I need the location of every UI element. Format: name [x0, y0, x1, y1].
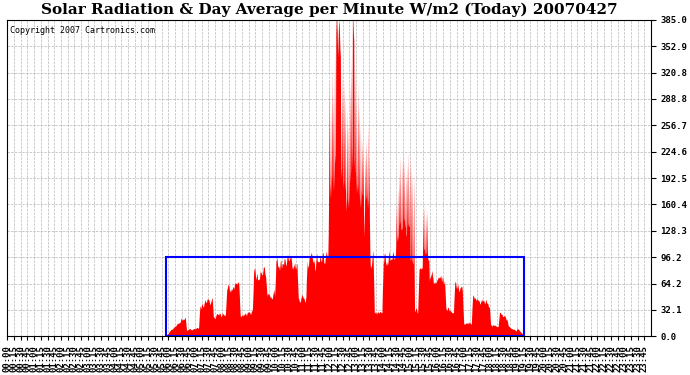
Text: Copyright 2007 Cartronics.com: Copyright 2007 Cartronics.com: [10, 26, 155, 35]
Title: Solar Radiation & Day Average per Minute W/m2 (Today) 20070427: Solar Radiation & Day Average per Minute…: [41, 3, 618, 17]
Bar: [166, 257, 524, 336]
